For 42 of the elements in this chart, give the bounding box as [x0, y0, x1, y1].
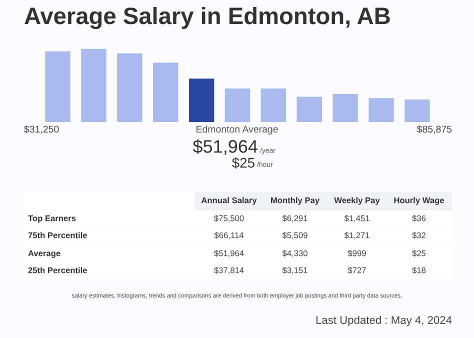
- text: $25: [412, 250, 426, 257]
- category-label: 25th Percentile: [28, 267, 87, 274]
- text: $66,114: [214, 232, 244, 240]
- category-label: Monthly Pay: [271, 197, 320, 205]
- text: $3,151: [282, 266, 308, 274]
- bar: [188, 78, 214, 122]
- bar: [260, 88, 286, 122]
- text: $4,330: [282, 250, 308, 258]
- category-label: Annual Salary: [201, 197, 257, 205]
- text: $51,964: [214, 250, 244, 258]
- text: $75,500: [214, 214, 244, 222]
- bar: [45, 51, 70, 122]
- text: Last Updated : May 4, 2024: [316, 316, 452, 326]
- text: $999: [348, 250, 366, 257]
- text: Edmonton Average: [196, 125, 278, 135]
- text: $31,250: [24, 125, 59, 134]
- text: $727: [348, 266, 366, 274]
- bar: [368, 98, 394, 122]
- text: $6,291: [282, 214, 308, 222]
- text: $1,271: [344, 232, 370, 240]
- category-label: Hourly Wage: [394, 197, 444, 205]
- bar: [117, 53, 142, 122]
- chart-title: Average Salary in Edmonton, AB: [24, 6, 390, 30]
- text: $25: [232, 157, 254, 169]
- bar: [153, 62, 178, 122]
- bar: [81, 48, 106, 122]
- text: $18: [412, 266, 426, 274]
- bar: [332, 94, 358, 122]
- text: $37,814: [214, 266, 244, 274]
- text: $32: [412, 232, 426, 239]
- category-label: Top Earners: [28, 215, 76, 223]
- bar: [296, 96, 322, 122]
- text: $51,964: [192, 139, 258, 155]
- bar: [404, 99, 430, 122]
- category-label: Average: [28, 250, 60, 258]
- text: $36: [412, 214, 426, 222]
- category-label: Weekly Pay: [334, 197, 380, 205]
- category-label: 75th Percentile: [28, 232, 87, 238]
- text: $85,875: [416, 125, 452, 134]
- text: $5,509: [282, 232, 308, 240]
- bar: [224, 88, 250, 122]
- text: $1,451: [344, 214, 370, 222]
